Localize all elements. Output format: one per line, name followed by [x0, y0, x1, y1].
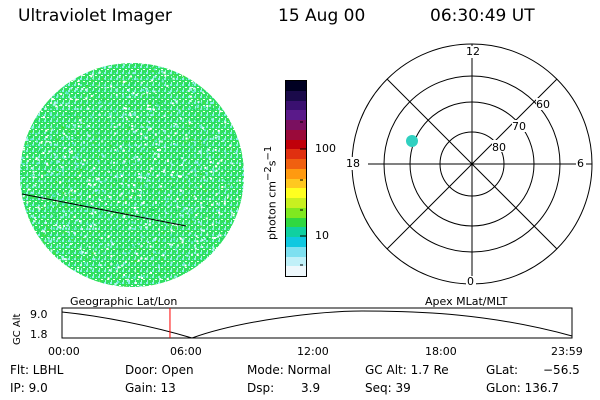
polar-lat-60: 60	[536, 98, 550, 111]
colorbar-swatch	[286, 237, 306, 247]
timeline-right-caption: Apex MLat/MLT	[425, 295, 508, 308]
date-label: 15 Aug 00	[278, 6, 366, 26]
colorbar-swatch	[286, 90, 306, 101]
status-gain: Gain: 13	[125, 381, 176, 395]
colorbar-unit-label: photon cm−2s−1	[263, 146, 279, 240]
colorbar-swatch	[286, 159, 306, 169]
status-gc-alt: GC Alt: 1.7 Re	[365, 363, 449, 377]
colorbar-tick-10: 10	[315, 229, 329, 242]
colorbar-swatch	[286, 217, 306, 228]
status-flt: Flt: LBHL	[10, 363, 64, 377]
timeline-ytick-9: 9.0	[30, 308, 48, 321]
colorbar-unit-exp2: −1	[263, 145, 274, 161]
polar-label-6: 6	[577, 157, 584, 170]
timeline-xtick-2: 12:00	[297, 345, 329, 358]
colorbar-swatch	[286, 110, 306, 120]
colorbar-swatch	[286, 139, 306, 150]
colorbar-swatch	[286, 129, 306, 140]
colorbar-swatch	[286, 227, 306, 237]
polar-label-0: 0	[467, 275, 474, 288]
status-dsp: Dsp:	[247, 381, 275, 395]
timeline-xtick-3: 18:00	[425, 345, 457, 358]
polar-plot	[350, 43, 593, 288]
status-glon: GLon: 136.7	[486, 381, 559, 395]
timeline-ylabel: GC Alt	[12, 313, 23, 345]
polar-lat-80: 80	[492, 141, 506, 154]
polar-label-18: 18	[346, 157, 360, 170]
colorbar-swatch	[286, 188, 306, 198]
status-dsp-value: 3.9	[301, 381, 321, 395]
colorbar-tick-100: 100	[315, 142, 336, 155]
colorbar-swatch	[286, 178, 306, 189]
colorbar	[285, 80, 307, 277]
status-glat-value: −56.5	[543, 363, 580, 377]
app-title: Ultraviolet Imager	[18, 6, 172, 26]
polar-lat-70: 70	[512, 120, 526, 133]
timeline-plot	[61, 307, 573, 339]
colorbar-swatch	[286, 266, 306, 276]
status-ip: IP: 9.0	[10, 381, 48, 395]
colorbar-swatch	[286, 207, 306, 218]
colorbar-swatch	[286, 120, 306, 130]
colorbar-swatch	[286, 81, 306, 91]
timeline-xtick-4: 23:59	[551, 345, 583, 358]
status-glat: GLat:	[486, 363, 519, 377]
aurora-spot	[406, 135, 418, 147]
colorbar-unit-exp1: −2	[263, 166, 274, 182]
timeline-left-caption: Geographic Lat/Lon	[70, 295, 178, 308]
colorbar-unit-text: photon cm	[265, 181, 279, 240]
time-label: 06:30:49 UT	[430, 6, 535, 26]
timeline-xtick-1: 06:00	[170, 345, 202, 358]
timeline-xtick-0: 00:00	[48, 345, 80, 358]
colorbar-swatch	[286, 149, 306, 159]
colorbar-swatch	[286, 256, 306, 267]
colorbar-tick-marks	[300, 121, 306, 266]
terminator-line	[21, 193, 187, 227]
status-door: Door: Open	[125, 363, 194, 377]
status-seq: Seq: 39	[365, 381, 411, 395]
colorbar-swatch	[286, 100, 306, 111]
status-mode: Mode: Normal	[247, 363, 331, 377]
colorbar-unit-s: s	[265, 160, 279, 167]
colorbar-swatch	[286, 168, 306, 179]
colorbar-swatch	[286, 198, 306, 208]
disk-texture	[20, 63, 244, 287]
colorbar-swatch	[286, 246, 306, 257]
altitude-curve	[61, 310, 573, 339]
uv-disk-image	[20, 63, 244, 287]
timeline-ytick-1: 1.8	[30, 328, 48, 341]
polar-label-12: 12	[466, 45, 480, 58]
